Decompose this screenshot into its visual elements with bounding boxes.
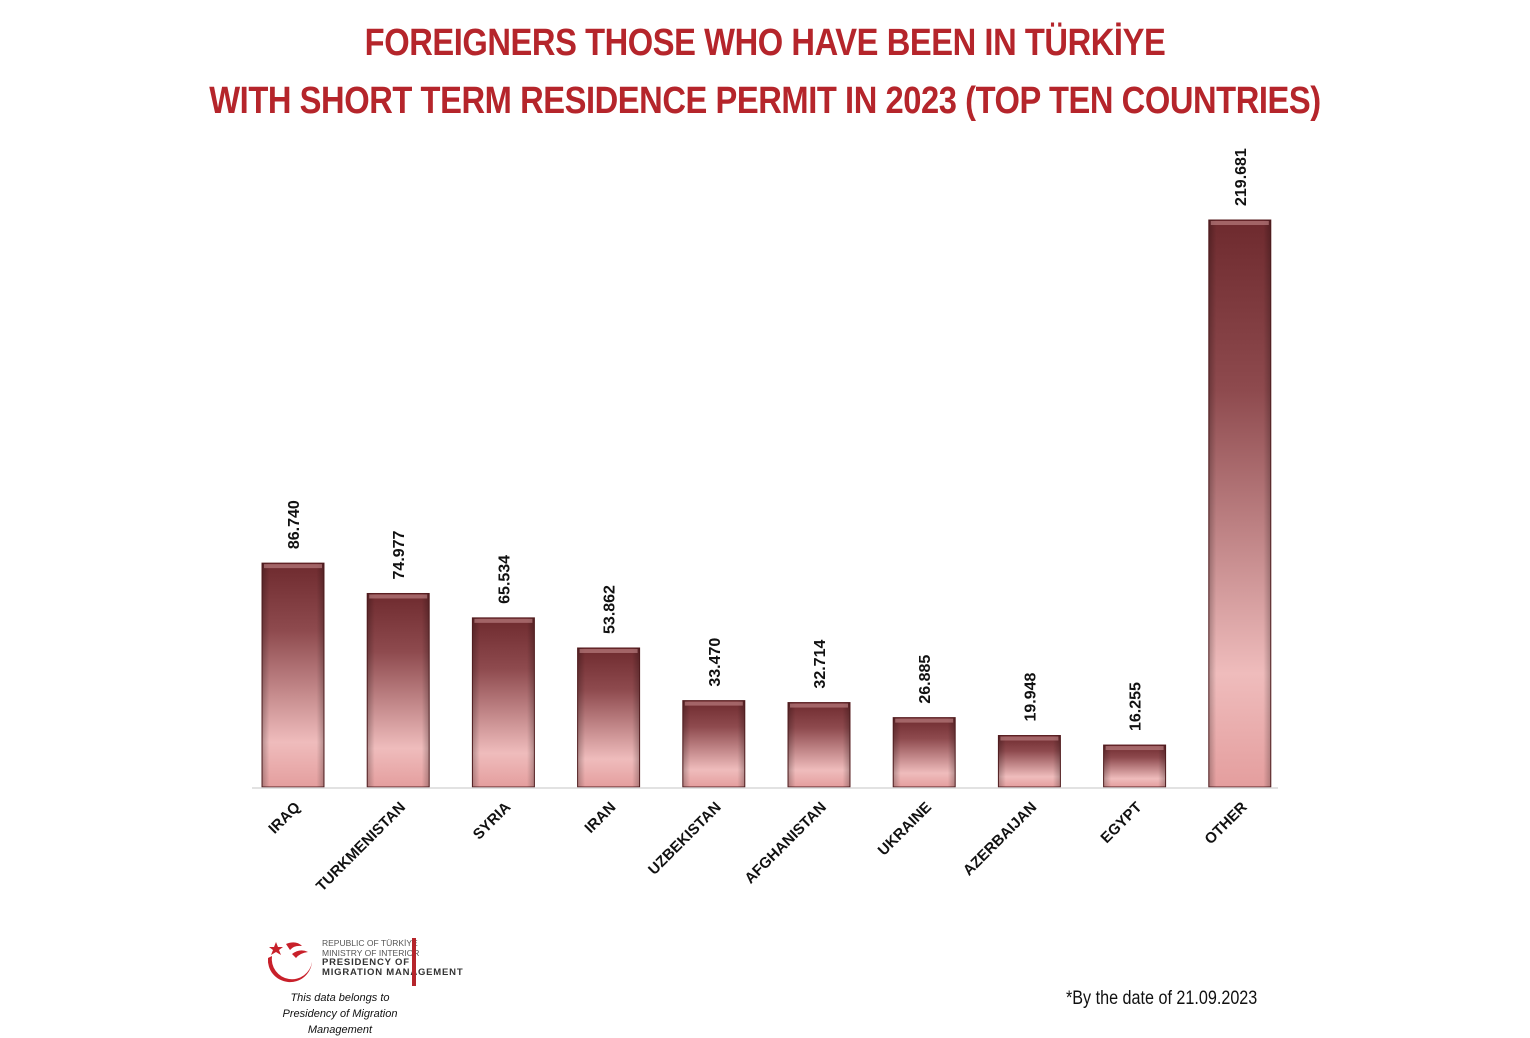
bar-shade-ukraine xyxy=(893,717,956,787)
bar-shade-iran xyxy=(577,647,640,787)
value-label-afghanistan: 32.714 xyxy=(812,640,829,689)
category-label-egypt: EGYPT xyxy=(1097,799,1145,847)
attribution-line-2: Presidency of Migration Management xyxy=(282,1008,398,1036)
value-label-syria: 65.534 xyxy=(496,555,513,604)
bar-shade-syria xyxy=(472,617,535,787)
value-label-turkmenistan: 74.977 xyxy=(391,530,408,579)
value-label-uzbekistan: 33.470 xyxy=(707,638,724,687)
value-label-azerbaijan: 19.948 xyxy=(1022,672,1039,721)
bar-shade-iraq xyxy=(262,563,324,787)
category-label-other: OTHER xyxy=(1201,799,1250,848)
date-footnote: *By the date of 21.09.2023 xyxy=(1066,988,1258,1009)
value-label-egypt: 16.255 xyxy=(1128,682,1145,731)
attribution-note: This data belongs to Presidency of Migra… xyxy=(255,990,425,1038)
bar-top-iraq xyxy=(264,564,322,569)
bar-top-uzbekistan xyxy=(684,701,743,706)
category-label-azerbaijan: AZERBAIJAN xyxy=(960,799,1040,879)
bar-top-azerbaijan xyxy=(1000,736,1059,741)
category-label-ukraine: UKRAINE xyxy=(875,799,935,859)
category-label-afghanistan: AFGHANISTAN xyxy=(741,799,829,887)
value-label-iran: 53.862 xyxy=(602,585,619,634)
presidency-logo xyxy=(267,942,312,983)
chart-title-line-2: WITH SHORT TERM RESIDENCE PERMIT IN 2023… xyxy=(209,80,1321,122)
attribution-line-1: This data belongs to xyxy=(290,992,390,1004)
bar-top-afghanistan xyxy=(790,703,848,708)
value-label-ukraine: 26.885 xyxy=(917,655,934,704)
bar-top-egypt xyxy=(1105,746,1164,751)
bar-shade-azerbaijan xyxy=(998,735,1061,787)
logo-text: REPUBLIC OF TÜRKİYE MINISTRY OF INTERIOR… xyxy=(322,938,463,978)
value-label-other: 219.681 xyxy=(1233,148,1250,206)
bar-shade-uzbekistan xyxy=(682,700,745,787)
bar-top-iran xyxy=(579,648,638,653)
logo-line-3: PRESIDENCY OF xyxy=(322,957,410,968)
logo-divider xyxy=(412,938,416,986)
category-label-iraq: IRAQ xyxy=(265,799,304,838)
bar-shade-egypt xyxy=(1103,745,1166,787)
bar-top-other xyxy=(1210,221,1269,225)
bar-top-ukraine xyxy=(895,718,954,723)
chart-title: FOREIGNERS THOSE WHO HAVE BEEN IN TÜRKİY… xyxy=(0,14,1530,130)
category-label-syria: SYRIA xyxy=(470,799,515,844)
logo-line-4: MIGRATION MANAGEMENT xyxy=(322,967,464,978)
crescent-star-icon xyxy=(267,942,312,983)
bar-shade-other xyxy=(1208,220,1271,787)
category-label-uzbekistan: UZBEKISTAN xyxy=(645,799,725,879)
logo-line-2: MINISTRY OF INTERIOR xyxy=(322,948,420,958)
value-label-iraq: 86.740 xyxy=(286,500,303,549)
bar-shade-afghanistan xyxy=(788,702,850,787)
bar-top-syria xyxy=(474,618,533,623)
logo-line-1: REPUBLIC OF TÜRKİYE xyxy=(322,938,418,948)
chart-title-line-1: FOREIGNERS THOSE WHO HAVE BEEN IN TÜRKİY… xyxy=(364,22,1166,64)
bar-top-turkmenistan xyxy=(369,594,428,599)
category-label-iran: IRAN xyxy=(581,799,619,837)
bar-shade-turkmenistan xyxy=(367,593,430,787)
category-label-turkmenistan: TURKMENISTAN xyxy=(313,799,409,895)
